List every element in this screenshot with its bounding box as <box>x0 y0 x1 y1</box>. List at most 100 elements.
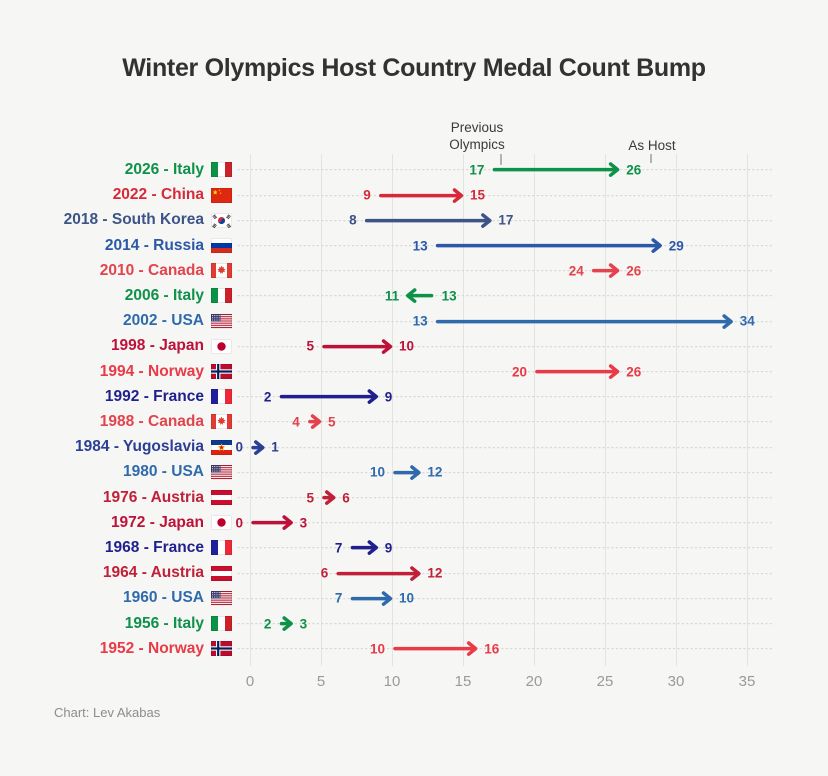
italy-flag-icon <box>211 162 232 178</box>
chart-title: Winter Olympics Host Country Medal Count… <box>122 54 706 82</box>
south-korea-flag-icon <box>211 212 232 228</box>
row-label: 1972 - Japan <box>0 510 232 535</box>
trend-arrow-head <box>324 490 336 505</box>
austria-flag-icon <box>211 565 232 581</box>
previous-value-label: 10 <box>369 464 385 480</box>
row-2010-canada: 2010 - Canada 24 26 <box>0 258 828 283</box>
gridline <box>391 154 393 666</box>
austria-flag-icon <box>211 490 232 506</box>
gridline <box>249 154 251 666</box>
trend-arrow-head <box>405 288 417 304</box>
as-host-value-label: 26 <box>626 162 642 178</box>
previous-value-label: 2 <box>263 389 272 405</box>
previous-value-label: 7 <box>334 540 343 556</box>
as-host-value-label: 3 <box>299 616 308 632</box>
row-1984-yugoslavia: 1984 - Yugoslavia 0 1 <box>0 435 828 460</box>
as-host-value-label: 10 <box>399 590 415 606</box>
chart-credit: Chart: Lev Akabas <box>54 705 161 720</box>
previous-value-label: 5 <box>306 490 314 506</box>
row-label-text: 2002 - USA <box>123 312 204 330</box>
row-label: 1964 - Austria <box>0 561 232 586</box>
as-host-value-label: 16 <box>484 641 500 657</box>
x-axis-tick-label: 30 <box>667 673 685 690</box>
trend-arrow-head <box>608 263 620 279</box>
x-axis-tick-label: 10 <box>383 673 401 690</box>
row-1992-france: 1992 - France 2 9 <box>0 384 828 409</box>
as-host-annotation: As Host <box>628 138 676 153</box>
row-1968-france: 1968 - France 7 9 <box>0 535 828 560</box>
row-label: 2010 - Canada <box>0 258 232 283</box>
row-label: 1988 - Canada <box>0 409 232 434</box>
row-label-text: 1968 - France <box>104 538 204 556</box>
previous-value-label: 13 <box>412 238 428 254</box>
row-label-text: 2018 - South Korea <box>63 211 204 229</box>
row-label: 1968 - France <box>0 535 232 560</box>
trend-arrow-head <box>481 213 492 228</box>
as-host-value-label: 12 <box>427 464 443 480</box>
row-label: 1998 - Japan <box>0 334 232 359</box>
previous-value-label: 2 <box>263 616 272 632</box>
row-label: 2014 - Russia <box>0 233 232 258</box>
previous-value-label: 0 <box>235 515 243 531</box>
previous-value-label: 13 <box>412 313 428 329</box>
previous-value-label: 13 <box>441 288 457 304</box>
as-host-value-label: 12 <box>427 565 443 581</box>
trend-arrow-head <box>608 364 620 379</box>
x-axis-tick-label: 20 <box>525 673 543 690</box>
row-label: 1956 - Italy <box>0 611 232 636</box>
row-1952-norway: 1952 - Norway 10 16 <box>0 636 828 661</box>
as-host-value-label: 6 <box>342 490 350 506</box>
as-host-value-label: 26 <box>626 263 642 279</box>
row-2026-italy: 2026 - Italy 17 26 <box>0 157 828 182</box>
as-host-value-label: 34 <box>739 313 755 329</box>
as-host-value-label: 9 <box>384 540 393 556</box>
trend-arrow-head <box>466 641 478 657</box>
japan-flag-icon <box>211 338 232 354</box>
trend-arrow-head <box>410 465 421 480</box>
as-host-value-label: 15 <box>470 187 486 203</box>
row-label: 1980 - USA <box>0 460 232 485</box>
usa-flag-icon <box>211 590 232 606</box>
row-label-text: 2026 - Italy <box>124 160 204 178</box>
row-2006-italy: 2006 - Italy 13 11 <box>0 283 828 308</box>
row-1998-japan: 1998 - Japan 5 10 <box>0 334 828 359</box>
x-axis-tick-label: 0 <box>245 673 255 690</box>
row-label-text: 1992 - France <box>104 387 204 405</box>
previous-value-label: 5 <box>306 338 314 354</box>
france-flag-icon <box>211 540 232 556</box>
gridline <box>604 154 606 666</box>
row-1988-canada: 1988 - Canada 4 5 <box>0 409 828 434</box>
canada-flag-icon <box>211 414 232 430</box>
trend-arrow-head <box>410 565 421 581</box>
france-flag-icon <box>211 389 232 405</box>
as-host-pointer-line <box>650 154 652 163</box>
row-label: 1952 - Norway <box>0 636 232 661</box>
previous-olympics-annotation: Previous Olympics <box>449 120 505 152</box>
usa-flag-icon <box>211 464 232 480</box>
japan-flag-icon <box>211 515 232 531</box>
row-label-text: 1952 - Norway <box>99 639 204 657</box>
row-2002-usa: 2002 - USA 13 34 <box>0 309 828 334</box>
row-1956-italy: 1956 - Italy 2 3 <box>0 611 828 636</box>
row-1960-usa: 1960 - USA 7 10 <box>0 586 828 611</box>
trend-arrow-head <box>367 540 379 556</box>
trend-arrow-head <box>310 414 322 430</box>
as-host-value-label: 10 <box>399 338 415 354</box>
trend-arrow-head <box>254 439 265 455</box>
gridline <box>746 154 748 666</box>
row-2018-south-korea: 2018 - South Korea 8 17 <box>0 208 828 233</box>
row-label-text: 2014 - Russia <box>104 236 204 254</box>
as-host-value-label: 1 <box>271 439 279 455</box>
yugoslavia-flag-icon <box>211 439 232 455</box>
row-label: 1984 - Yugoslavia <box>0 435 232 460</box>
previous-value-label: 24 <box>568 263 584 279</box>
row-label-text: 1998 - Japan <box>110 337 204 355</box>
russia-flag-icon <box>211 238 232 254</box>
canada-flag-icon <box>211 263 232 279</box>
as-host-value-label: 3 <box>299 515 308 531</box>
row-1972-japan: 1972 - Japan 0 3 <box>0 510 828 535</box>
row-label: 1976 - Austria <box>0 485 232 510</box>
previous-value-label: 0 <box>235 439 243 455</box>
as-host-value-label: 17 <box>498 212 514 228</box>
